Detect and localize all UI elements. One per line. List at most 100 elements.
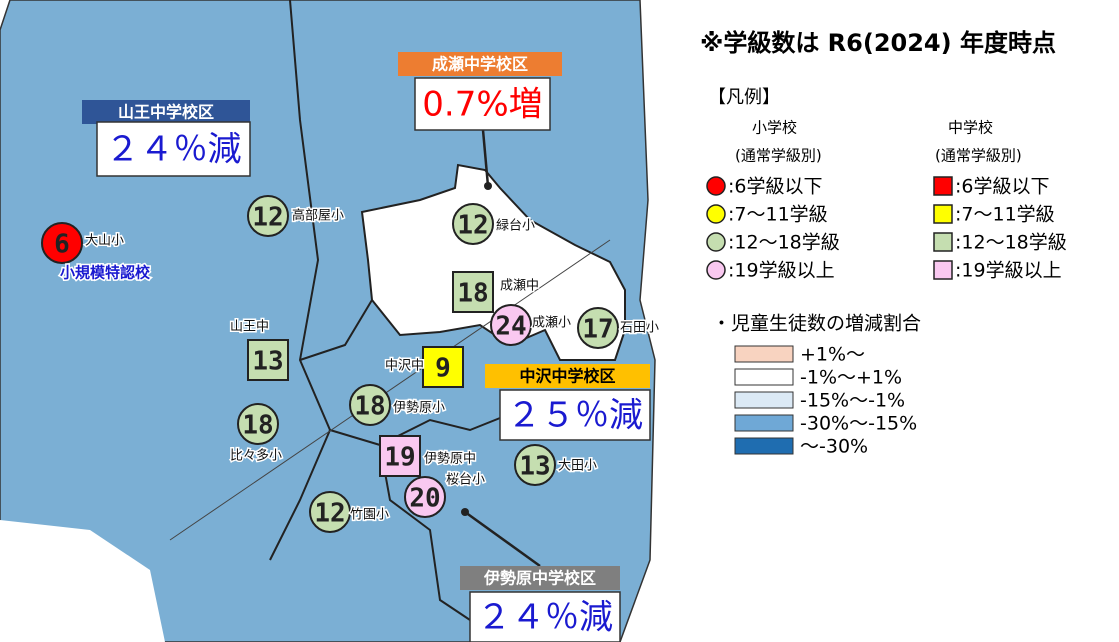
school-name: 山王中 <box>230 320 269 335</box>
school-marker <box>452 271 494 313</box>
school-marker <box>452 203 494 245</box>
school-count: 17 <box>582 315 613 345</box>
school-count: 6 <box>54 230 70 260</box>
area-white <box>360 163 626 361</box>
pointer <box>481 129 490 187</box>
legend-label: :7～11学級 <box>955 204 1055 226</box>
legend-label: :19学級以上 <box>955 260 1062 282</box>
legend-label: :12～18学級 <box>955 232 1067 254</box>
legend-label: :19学級以上 <box>728 260 835 282</box>
district-change: ２４％減 <box>477 598 613 638</box>
school-count: 24 <box>495 312 526 342</box>
district-name: 山王中学校区 <box>118 103 214 122</box>
legend-square <box>933 204 953 224</box>
district-header <box>398 52 562 76</box>
legend-elementary: 小学校 <box>752 119 797 137</box>
district-name: 中沢中学校区 <box>519 367 615 386</box>
district-border <box>379 444 471 621</box>
legend-change-label: ～-30% <box>800 436 868 458</box>
school-name: 成瀬小 <box>532 316 571 331</box>
district-header <box>485 364 650 388</box>
school-count: 9 <box>435 354 451 384</box>
legend-swatch <box>734 391 794 409</box>
district-name: 成瀬中学校区 <box>432 55 528 74</box>
school-count: 18 <box>457 279 488 309</box>
legend-label: :7～11学級 <box>728 204 828 226</box>
school-name: 高部屋小 <box>292 208 344 224</box>
school-count: 12 <box>314 499 345 529</box>
district-box <box>414 77 551 131</box>
school-marker <box>237 403 279 445</box>
district-box <box>96 121 251 177</box>
legend-circle <box>706 260 726 280</box>
school-name: 成瀬中 <box>500 279 539 294</box>
legend-middle: 中学校 <box>948 119 993 137</box>
legend-title: 【凡例】 <box>708 87 780 108</box>
legend-circle <box>706 176 726 196</box>
legend-elementary-sub: (通常学級別) <box>735 147 822 165</box>
school-marker <box>577 307 619 349</box>
school-count: 13 <box>252 347 283 377</box>
district-header <box>460 566 620 590</box>
school-name: 竹園小 <box>350 508 389 523</box>
pointer-dot <box>461 508 469 516</box>
legend-change-label: -1%～+1% <box>800 367 902 389</box>
school-count: 18 <box>242 411 273 441</box>
legend: ※学級数は R6(2024) 年度時点 【凡例】 小学校 (通常学級別) 中学校… <box>700 29 1067 458</box>
school-count: 19 <box>384 443 415 473</box>
school-count: 12 <box>252 203 283 233</box>
rail-line <box>169 239 611 541</box>
school-marker <box>404 476 446 518</box>
school-name: 石田小 <box>620 321 659 336</box>
legend-change-label: -30%～-15% <box>800 413 917 435</box>
school-name: 緑台小 <box>496 219 535 234</box>
legend-change-label: -15%～-1% <box>800 390 905 412</box>
legend-swatch <box>734 345 794 363</box>
school-marker <box>309 491 351 533</box>
district-border <box>299 299 373 361</box>
pointer <box>464 510 541 568</box>
special-note: 小規模特認校 <box>60 264 151 282</box>
district-change: ２４％減 <box>106 130 242 170</box>
legend-middle-sub: (通常学級別) <box>935 147 1022 165</box>
school-marker <box>422 346 464 388</box>
district-header <box>82 100 250 124</box>
school-count: 20 <box>409 484 440 514</box>
school-count: 12 <box>457 211 488 241</box>
school-name: 伊勢原小 <box>393 401 445 416</box>
legend-label: :6学級以下 <box>955 176 1050 198</box>
legend-change-label: +1%～ <box>800 344 865 366</box>
legend-circle <box>706 232 726 252</box>
legend-circle <box>706 204 726 224</box>
school-name: 伊勢原中 <box>424 452 476 467</box>
school-name: 中沢中 <box>385 359 424 374</box>
area-white-corner <box>0 520 165 642</box>
legend-label: :12～18学級 <box>728 232 840 254</box>
legend-swatch <box>734 414 794 432</box>
school-marker <box>490 304 532 346</box>
district-box <box>469 591 621 642</box>
legend-square <box>933 176 953 196</box>
district-box <box>499 389 651 441</box>
schools: 6 大山小 12 高部屋小 12 緑台小 18 成瀬中 24 成瀬小 17 石田小 13 山王中 9 中沢中 1… <box>41 195 661 533</box>
school-marker <box>247 195 289 237</box>
note: ※学級数は R6(2024) 年度時点 <box>700 29 1056 57</box>
school-name: 大山小 <box>85 234 124 249</box>
school-name: 桜台小 <box>446 473 485 488</box>
school-marker <box>247 339 289 381</box>
legend-swatch <box>734 437 794 455</box>
legend-square <box>933 232 953 252</box>
pointer-dot <box>484 182 492 190</box>
school-count: 13 <box>519 452 550 482</box>
school-name: 大田小 <box>558 459 597 474</box>
legend-change-title: ・児童生徒数の増減割合 <box>712 313 921 335</box>
school-name: 比々多小 <box>230 448 282 464</box>
school-marker <box>349 384 391 426</box>
school-count: 18 <box>354 392 385 422</box>
district-change: 0.7%増 <box>422 85 542 125</box>
district-name: 伊勢原中学校区 <box>483 569 596 588</box>
legend-square <box>933 260 953 280</box>
legend-swatch <box>734 368 794 386</box>
